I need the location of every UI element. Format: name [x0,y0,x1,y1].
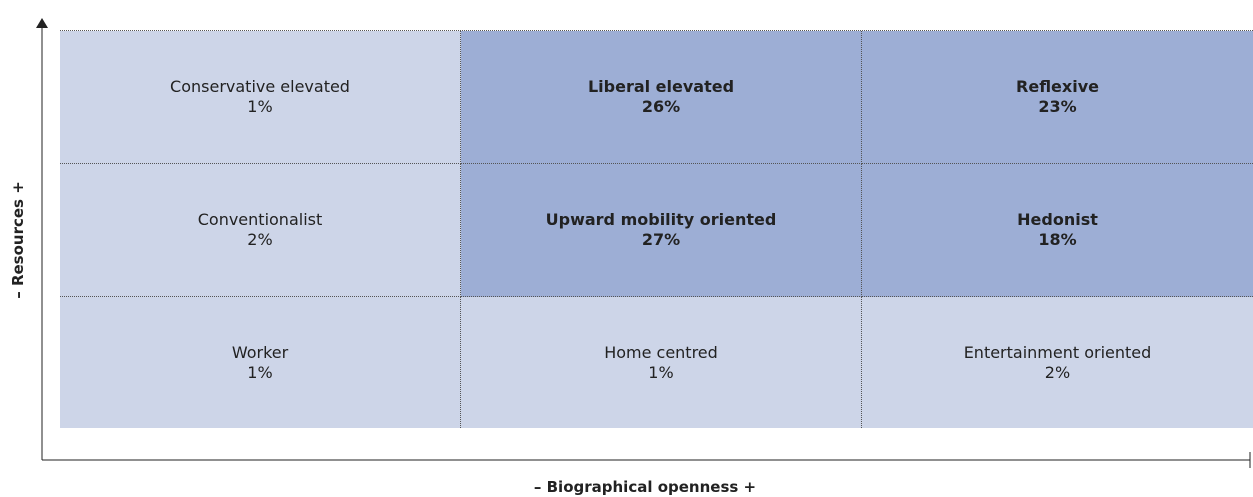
segment-label: Worker [231,342,289,362]
segment-share: 2% [247,230,273,249]
segment-label: Conventionalist [197,210,323,229]
segment-cell: Reflexive 23% [862,31,1253,164]
segment-share: 27% [641,230,681,249]
y-arrow [36,18,48,28]
segment-share: 23% [1038,97,1077,116]
segment-cell: Conservative elevated 1% [60,31,461,164]
segment-label: Conservative elevated [170,77,350,96]
segment-grid: Conservative elevated 1% Liberal elevated 2… [60,30,1253,428]
x-axis-label: – Biographical openness + [533,478,757,496]
segment-share: 2% [1044,362,1071,382]
segment-label: Home centred [604,342,718,362]
segment-label: Upward mobility oriented [545,210,777,229]
y-axis-label: – Resources + [9,181,27,299]
segment-label: Entertainment oriented [963,342,1152,362]
segment-share: 18% [1038,230,1077,249]
segment-share: 1% [247,97,273,116]
segment-label: Hedonist [1017,210,1098,229]
segment-cell: Hedonist 18% [862,164,1253,297]
segment-share: 1% [247,362,273,382]
segment-cell: Home centred 1% [461,297,862,428]
segment-label: Liberal elevated [587,77,735,96]
segment-cell: Worker 1% [60,297,461,428]
segment-label: Reflexive [1016,77,1099,96]
segment-cell: Entertainment oriented 2% [862,297,1253,428]
segment-cell: Liberal elevated 26% [461,31,862,164]
segment-cell: Upward mobility oriented 27% [461,164,862,297]
segment-share: 26% [641,97,681,116]
segment-share: 1% [648,362,674,382]
segment-cell: Conventionalist 2% [60,164,461,297]
